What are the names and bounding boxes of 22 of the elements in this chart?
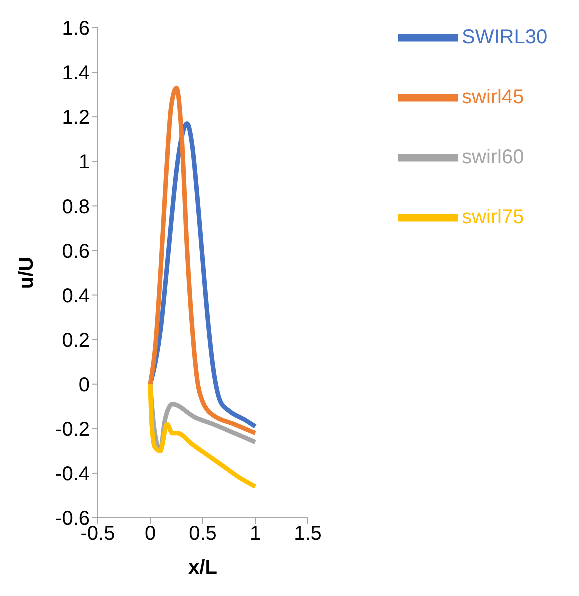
legend-label: swirl60 [462,146,524,168]
x-tick-label: 0 [144,523,156,546]
y-tick-label: 1 [78,152,90,174]
x-axis-title: x/L [188,557,218,579]
legend-label: SWIRL30 [462,26,548,48]
legend-label: swirl45 [462,86,524,108]
legend-label: swirl75 [462,206,524,228]
y-tick-label: 1.4 [62,62,90,85]
x-tick-label: 0.5 [189,523,217,546]
y-tick-label: -0.4 [56,464,90,486]
x-tick-label: 1.5 [294,523,322,546]
x-tick-label: 1 [250,523,262,546]
line-series [148,382,258,490]
y-tick-label: 0 [78,374,90,396]
y-tick-label: 1.2 [62,107,90,130]
y-tick-label: 0.8 [62,196,90,218]
y-tick-label: -0.2 [56,419,90,442]
y-tick-label: 0.2 [62,330,90,352]
y-tick-label: 0.4 [62,285,90,308]
y-tick-label: 0.6 [62,240,90,263]
y-axis-title: u/U [16,256,38,290]
y-tick-label: 1.6 [62,18,90,40]
